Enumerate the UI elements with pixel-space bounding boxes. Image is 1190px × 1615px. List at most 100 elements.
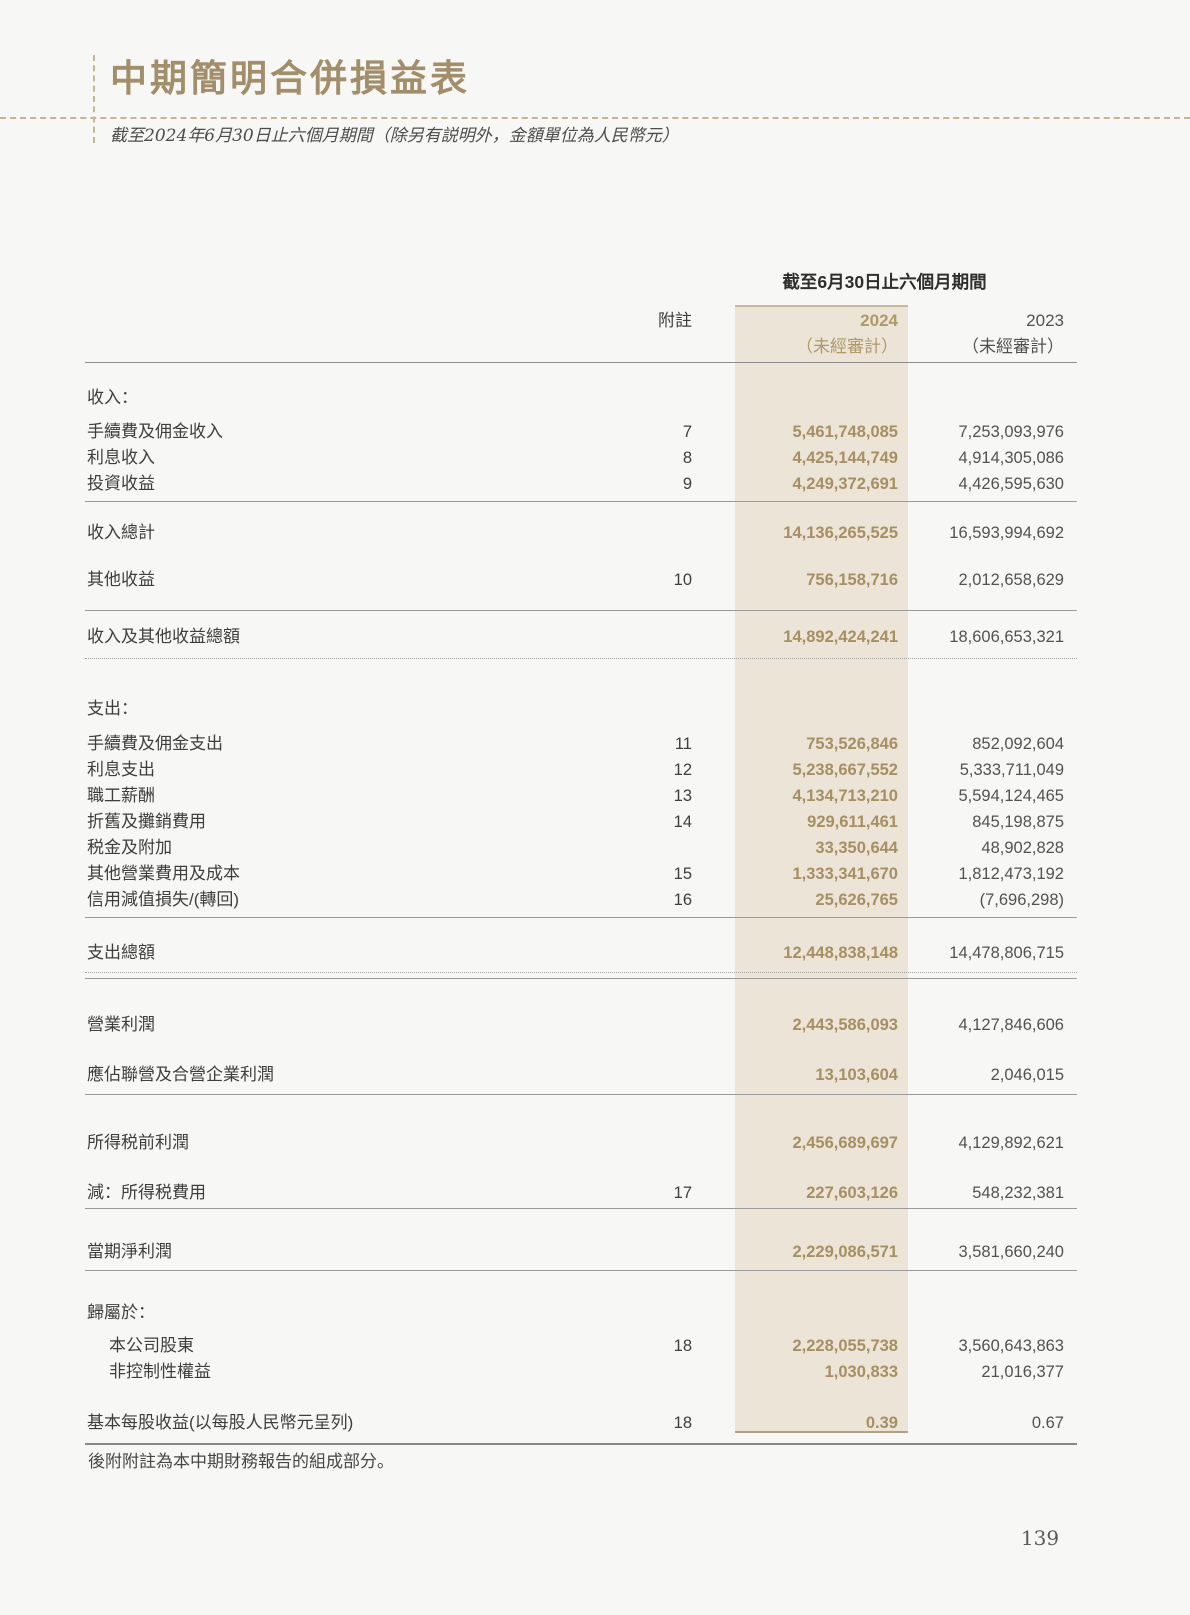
row-label: 應佔聯營及合營企業利潤 — [87, 1065, 274, 1084]
row-value-2023: 3,560,643,863 — [958, 1337, 1064, 1355]
row-note — [602, 1012, 692, 1038]
table-row: 所得税前利潤 2,456,689,697 4,129,892,621 — [85, 1130, 1077, 1156]
table-rows: 收入： 手續費及佣金收入 7 5,461,748,085 7,253,093,976 利息… — [85, 363, 1077, 1445]
income-statement-table: 截至6月30日止六個月期間 附註 2024 （未經審計） 2023 （未經審計）… — [85, 262, 1077, 1445]
row-value-2024: 33,350,644 — [815, 839, 898, 857]
year-2024-label: 2024 — [860, 311, 898, 330]
row-value-2023: 2,012,658,629 — [958, 571, 1064, 589]
row-spacer — [85, 659, 1077, 696]
row-value-2023: 4,129,892,621 — [958, 1134, 1064, 1152]
row-note — [602, 385, 692, 411]
row-label: 本公司股東 — [109, 1336, 194, 1355]
row-value-2024: 1,333,341,670 — [792, 865, 898, 883]
row-value-2024: 929,611,461 — [807, 813, 898, 831]
row-value-2024: 2,229,086,571 — [792, 1243, 898, 1261]
row-spacer — [85, 1271, 1077, 1300]
row-note: 15 — [673, 865, 692, 883]
table-row: 其他收益 10 756,158,716 2,012,658,629 — [85, 567, 1077, 593]
table-row: 其他營業費用及成本 15 1,333,341,670 1,812,473,192 — [85, 861, 1077, 887]
row-label: 利息收入 — [87, 448, 155, 467]
row-value-2024 — [692, 1300, 908, 1326]
row-value-2024: 4,249,372,691 — [792, 475, 898, 493]
row-spacer — [85, 546, 1077, 567]
row-value-2023: 16,593,994,692 — [949, 524, 1064, 542]
section-header-row: 收入： — [85, 385, 1077, 411]
unaudited-2024-label: （未經審計） — [796, 337, 898, 356]
row-note — [602, 624, 692, 650]
row-label: 信用減值損失/(轉回) — [87, 890, 240, 909]
row-spacer — [85, 363, 1077, 385]
page-title: 中期簡明合併損益表 — [110, 56, 470, 100]
table-row: 税金及附加 33,350,644 48,902,828 — [85, 835, 1077, 861]
row-value-2024: 2,228,055,738 — [792, 1337, 898, 1355]
row-value-2023 — [908, 696, 1077, 722]
row-spacer — [85, 918, 1077, 940]
row-note — [602, 520, 692, 546]
row-note — [602, 940, 692, 966]
column-header-2023: 2023 （未經審計） — [908, 305, 1077, 362]
table-row: 手續費及佣金支出 11 753,526,846 852,092,604 — [85, 731, 1077, 757]
row-note: 17 — [673, 1184, 692, 1202]
table-rule — [85, 501, 1077, 502]
row-value-2023: 4,426,595,630 — [958, 475, 1064, 493]
row-label: 其他收益 — [87, 570, 155, 589]
row-spacer — [85, 1038, 1077, 1062]
row-label: 支出總額 — [87, 943, 155, 962]
row-label: 減：所得税費用 — [87, 1183, 206, 1202]
row-label: 利息支出 — [87, 760, 155, 779]
row-note — [602, 1300, 692, 1326]
row-value-2024: 14,136,265,525 — [783, 524, 898, 542]
row-label: 税金及附加 — [87, 838, 172, 857]
table-rule — [85, 610, 1077, 611]
row-label: 所得税前利潤 — [87, 1133, 189, 1152]
horizontal-dashed-divider — [0, 117, 1190, 119]
table-row: 應佔聯營及合營企業利潤 13,103,604 2,046,015 — [85, 1062, 1077, 1088]
table-rule — [85, 1094, 1077, 1095]
table-row: 手續費及佣金收入 7 5,461,748,085 7,253,093,976 — [85, 419, 1077, 445]
row-value-2024 — [692, 696, 908, 722]
table-rule — [85, 972, 1077, 973]
table-row: 投資收益 9 4,249,372,691 4,426,595,630 — [85, 471, 1077, 497]
row-label: 基本每股收益(以每股人民幣元呈列) — [87, 1413, 354, 1432]
vertical-dashed-accent — [93, 55, 95, 143]
row-label: 職工薪酬 — [87, 786, 155, 805]
row-note: 8 — [682, 449, 692, 467]
row-value-2024: 2,456,689,697 — [792, 1134, 898, 1152]
table-rule — [85, 1208, 1077, 1209]
row-value-2023: 2,046,015 — [990, 1066, 1064, 1084]
row-value-2024: 2,443,586,093 — [792, 1016, 898, 1034]
row-value-2023: 845,198,875 — [972, 813, 1064, 831]
table-row: 信用減值損失/(轉回) 16 25,626,765 (7,696,298) — [85, 887, 1077, 913]
row-label: 支出： — [87, 699, 138, 718]
section-header-row: 支出： — [85, 696, 1077, 722]
table-rule — [85, 978, 1077, 979]
row-value-2023 — [908, 385, 1077, 411]
row-note — [602, 1062, 692, 1088]
table-row: 基本每股收益(以每股人民幣元呈列) 18 0.39 0.67 — [85, 1410, 1077, 1436]
table-row: 收入及其他收益總額 14,892,424,241 18,606,653,321 — [85, 624, 1077, 650]
row-label: 投資收益 — [87, 474, 155, 493]
row-label: 其他營業費用及成本 — [87, 864, 240, 883]
row-value-2024 — [692, 385, 908, 411]
table-row: 減：所得税費用 17 227,603,126 548,232,381 — [85, 1180, 1077, 1206]
row-note — [602, 1239, 692, 1265]
row-label: 收入： — [87, 388, 138, 407]
row-value-2024: 12,448,838,148 — [783, 944, 898, 962]
row-value-2024: 227,603,126 — [806, 1184, 898, 1202]
table-row: 非控制性權益 1,030,833 21,016,377 — [85, 1359, 1077, 1385]
row-spacer — [85, 1385, 1077, 1410]
row-label: 手續費及佣金收入 — [87, 422, 223, 441]
row-value-2024: 5,238,667,552 — [792, 761, 898, 779]
row-note — [602, 1359, 692, 1385]
period-header-row: 截至6月30日止六個月期間 — [85, 262, 1077, 305]
table-rule — [85, 1270, 1077, 1271]
row-value-2024: 4,425,144,749 — [792, 449, 898, 467]
row-label: 歸屬於： — [87, 1303, 155, 1322]
row-value-2023: 3,581,660,240 — [958, 1243, 1064, 1261]
page-number: 139 — [1020, 1526, 1060, 1550]
row-value-2023: 852,092,604 — [972, 735, 1064, 753]
table-rule — [85, 917, 1077, 918]
row-label: 折舊及攤銷費用 — [87, 812, 206, 831]
row-value-2023: 14,478,806,715 — [949, 944, 1064, 962]
row-value-2023: 548,232,381 — [972, 1184, 1064, 1202]
